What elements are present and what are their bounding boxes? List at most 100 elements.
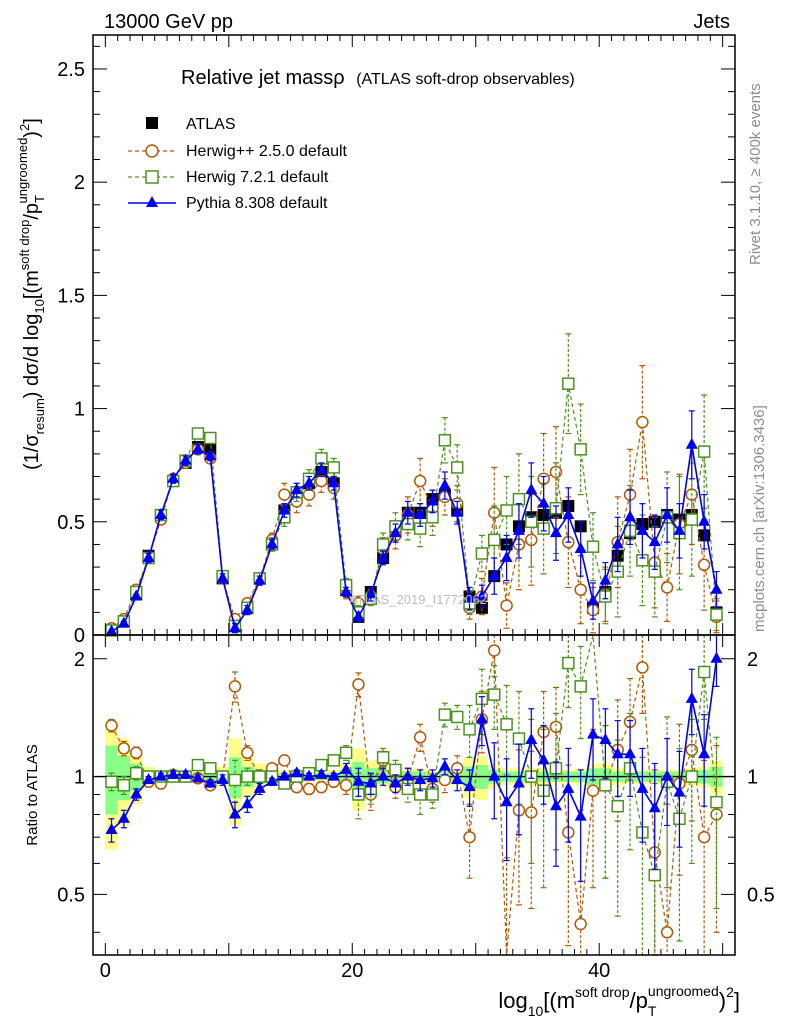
main-pythia-point: [463, 591, 476, 603]
ratio-pythia-point: [266, 774, 279, 786]
xlabel-part-a-sub: 10: [528, 1003, 544, 1019]
main-herwig7-point: [562, 377, 575, 390]
ratio-pythia-point: [587, 727, 600, 739]
ratio-herwig7-point: [376, 751, 390, 764]
main-herwig7-point: [697, 445, 711, 458]
ratio-herwig7-point: [204, 762, 217, 775]
main-pythia-point: [414, 508, 427, 519]
chart-title-sub: (ATLAS soft-drop observables): [356, 71, 574, 88]
ratio-pythia-point: [611, 747, 624, 759]
ratio-herwigpp-point: [574, 917, 587, 931]
ratio-herwig7-point: [488, 688, 501, 701]
main-pythia-point: [364, 587, 377, 599]
main-y-tick-label: 2.5: [57, 59, 85, 81]
main-pythia-point: [587, 594, 600, 606]
main-herwig7-point: [450, 461, 464, 474]
ratio-herwig7-point: [562, 656, 575, 670]
ratio-y-tick-label-right: 1: [747, 767, 758, 789]
main-pythia-point: [500, 551, 513, 563]
main-herwig7-point: [488, 533, 501, 547]
main-y-tick-label: 1.5: [57, 285, 85, 307]
main-pythia-point: [352, 609, 365, 621]
main-pythia-point: [278, 503, 291, 515]
main-tri-series-line: [111, 444, 718, 633]
main-pythia-point: [512, 523, 525, 535]
main-pythia-point: [475, 589, 488, 601]
ratio-pythia-point: [216, 772, 229, 784]
main-y-tick-label: 0: [74, 625, 85, 647]
ratio-pythia-point: [105, 823, 118, 835]
ratio-pythia-point: [414, 772, 427, 784]
ratio-pythia-point: [685, 691, 698, 703]
ratio-pythia-point: [154, 769, 167, 781]
main-herwig7-point: [512, 492, 526, 506]
ratio-herwigpp-point: [339, 779, 353, 792]
legend-atlas-label: ATLAS: [186, 116, 236, 133]
main-pythia-point: [377, 551, 390, 563]
main-pythia-point: [698, 514, 711, 526]
main-herwig7-point: [376, 538, 390, 551]
ratio-pythia-point: [636, 781, 649, 793]
ratio-pythia-point: [253, 781, 266, 793]
ratio-herwigpp-point: [660, 926, 674, 939]
main-pythia-point: [303, 476, 316, 488]
ratio-pythia-point: [352, 774, 365, 786]
ratio-herwig7-point: [710, 795, 723, 809]
ratio-y-tick-label-right: 0.5: [747, 884, 775, 906]
ratio-herwigpp-point: [290, 780, 303, 794]
ratio-herwigpp-point: [129, 746, 143, 760]
chart-title-main: Relative jet massρ: [181, 67, 345, 89]
ratio-pythia-point: [562, 781, 575, 793]
main-pythia-point: [562, 508, 575, 519]
main-pythia-point: [327, 476, 340, 488]
header-right: Jets: [693, 11, 730, 33]
ratio-pythia-point: [327, 769, 340, 781]
ratio-pythia-point: [451, 772, 464, 784]
ratio-herwig7-point: [599, 779, 612, 792]
main-herwig7-point: [315, 452, 328, 465]
ratio-pythia-point: [673, 785, 686, 797]
x-tick-label: 20: [341, 960, 363, 982]
ratio-herwig7-point: [611, 799, 624, 813]
ratio-y-tick-label-left: 2: [74, 649, 85, 671]
main-y-tick-label: 1: [74, 399, 85, 421]
ratio-herwig7-point: [241, 770, 254, 783]
main-herwigpp-point: [574, 583, 587, 596]
ylabel-part-f: ]: [21, 118, 43, 124]
main-pythia-point: [673, 523, 686, 535]
main-y-tick-label: 0.5: [57, 512, 85, 534]
legend-herwigpp-marker: [145, 144, 159, 158]
ratio-herwigpp-point: [241, 746, 254, 760]
ratio-pythia-point: [599, 733, 612, 745]
ratio-herwigpp-point: [352, 678, 365, 691]
main-pythia-point: [549, 526, 562, 538]
xlabel-part-a: log: [498, 988, 527, 1013]
ratio-herwig7-point: [389, 763, 402, 777]
ylabel-part-a-sub: resum: [32, 398, 47, 434]
main-pythia-point: [266, 537, 279, 549]
xlabel-part-b-sup: soft drop: [575, 984, 630, 1000]
ylabel-part-d-sub: T: [32, 195, 47, 203]
main-pythia-point: [315, 462, 328, 474]
ratio-pythia-point: [401, 769, 414, 781]
xlabel-part-c-sub: T: [648, 1003, 657, 1019]
ratio-pythia-point: [142, 772, 155, 784]
xlabel-part-d-sup: 2: [726, 984, 734, 1000]
main-pythia-point: [179, 453, 192, 465]
ylabel-part-c: [(m: [21, 270, 43, 299]
ylabel-part-a: (1/σ: [21, 434, 43, 470]
main-herwigpp-point: [697, 558, 711, 572]
main-pythia-point: [685, 437, 698, 449]
main-pythia-point: [340, 584, 353, 596]
ratio-circle-series-line: [110, 650, 718, 956]
ratio-pythia-point: [698, 747, 711, 759]
ratio-y-tick-label-right: 2: [747, 649, 758, 671]
main-y-axis-label: (1/σresum) dσ/d log10[(msoft drop/pTungr…: [15, 118, 47, 470]
legend-herwigpp-label: Herwig++ 2.5.0 default: [186, 143, 348, 160]
ylabel-part-d-sup: ungroomed: [15, 138, 30, 204]
ratio-herwig7-point: [339, 746, 353, 760]
ratio-pythia-point: [117, 811, 130, 823]
main-herwigpp-point: [278, 488, 291, 501]
ratio-herwig7-point: [512, 732, 526, 745]
